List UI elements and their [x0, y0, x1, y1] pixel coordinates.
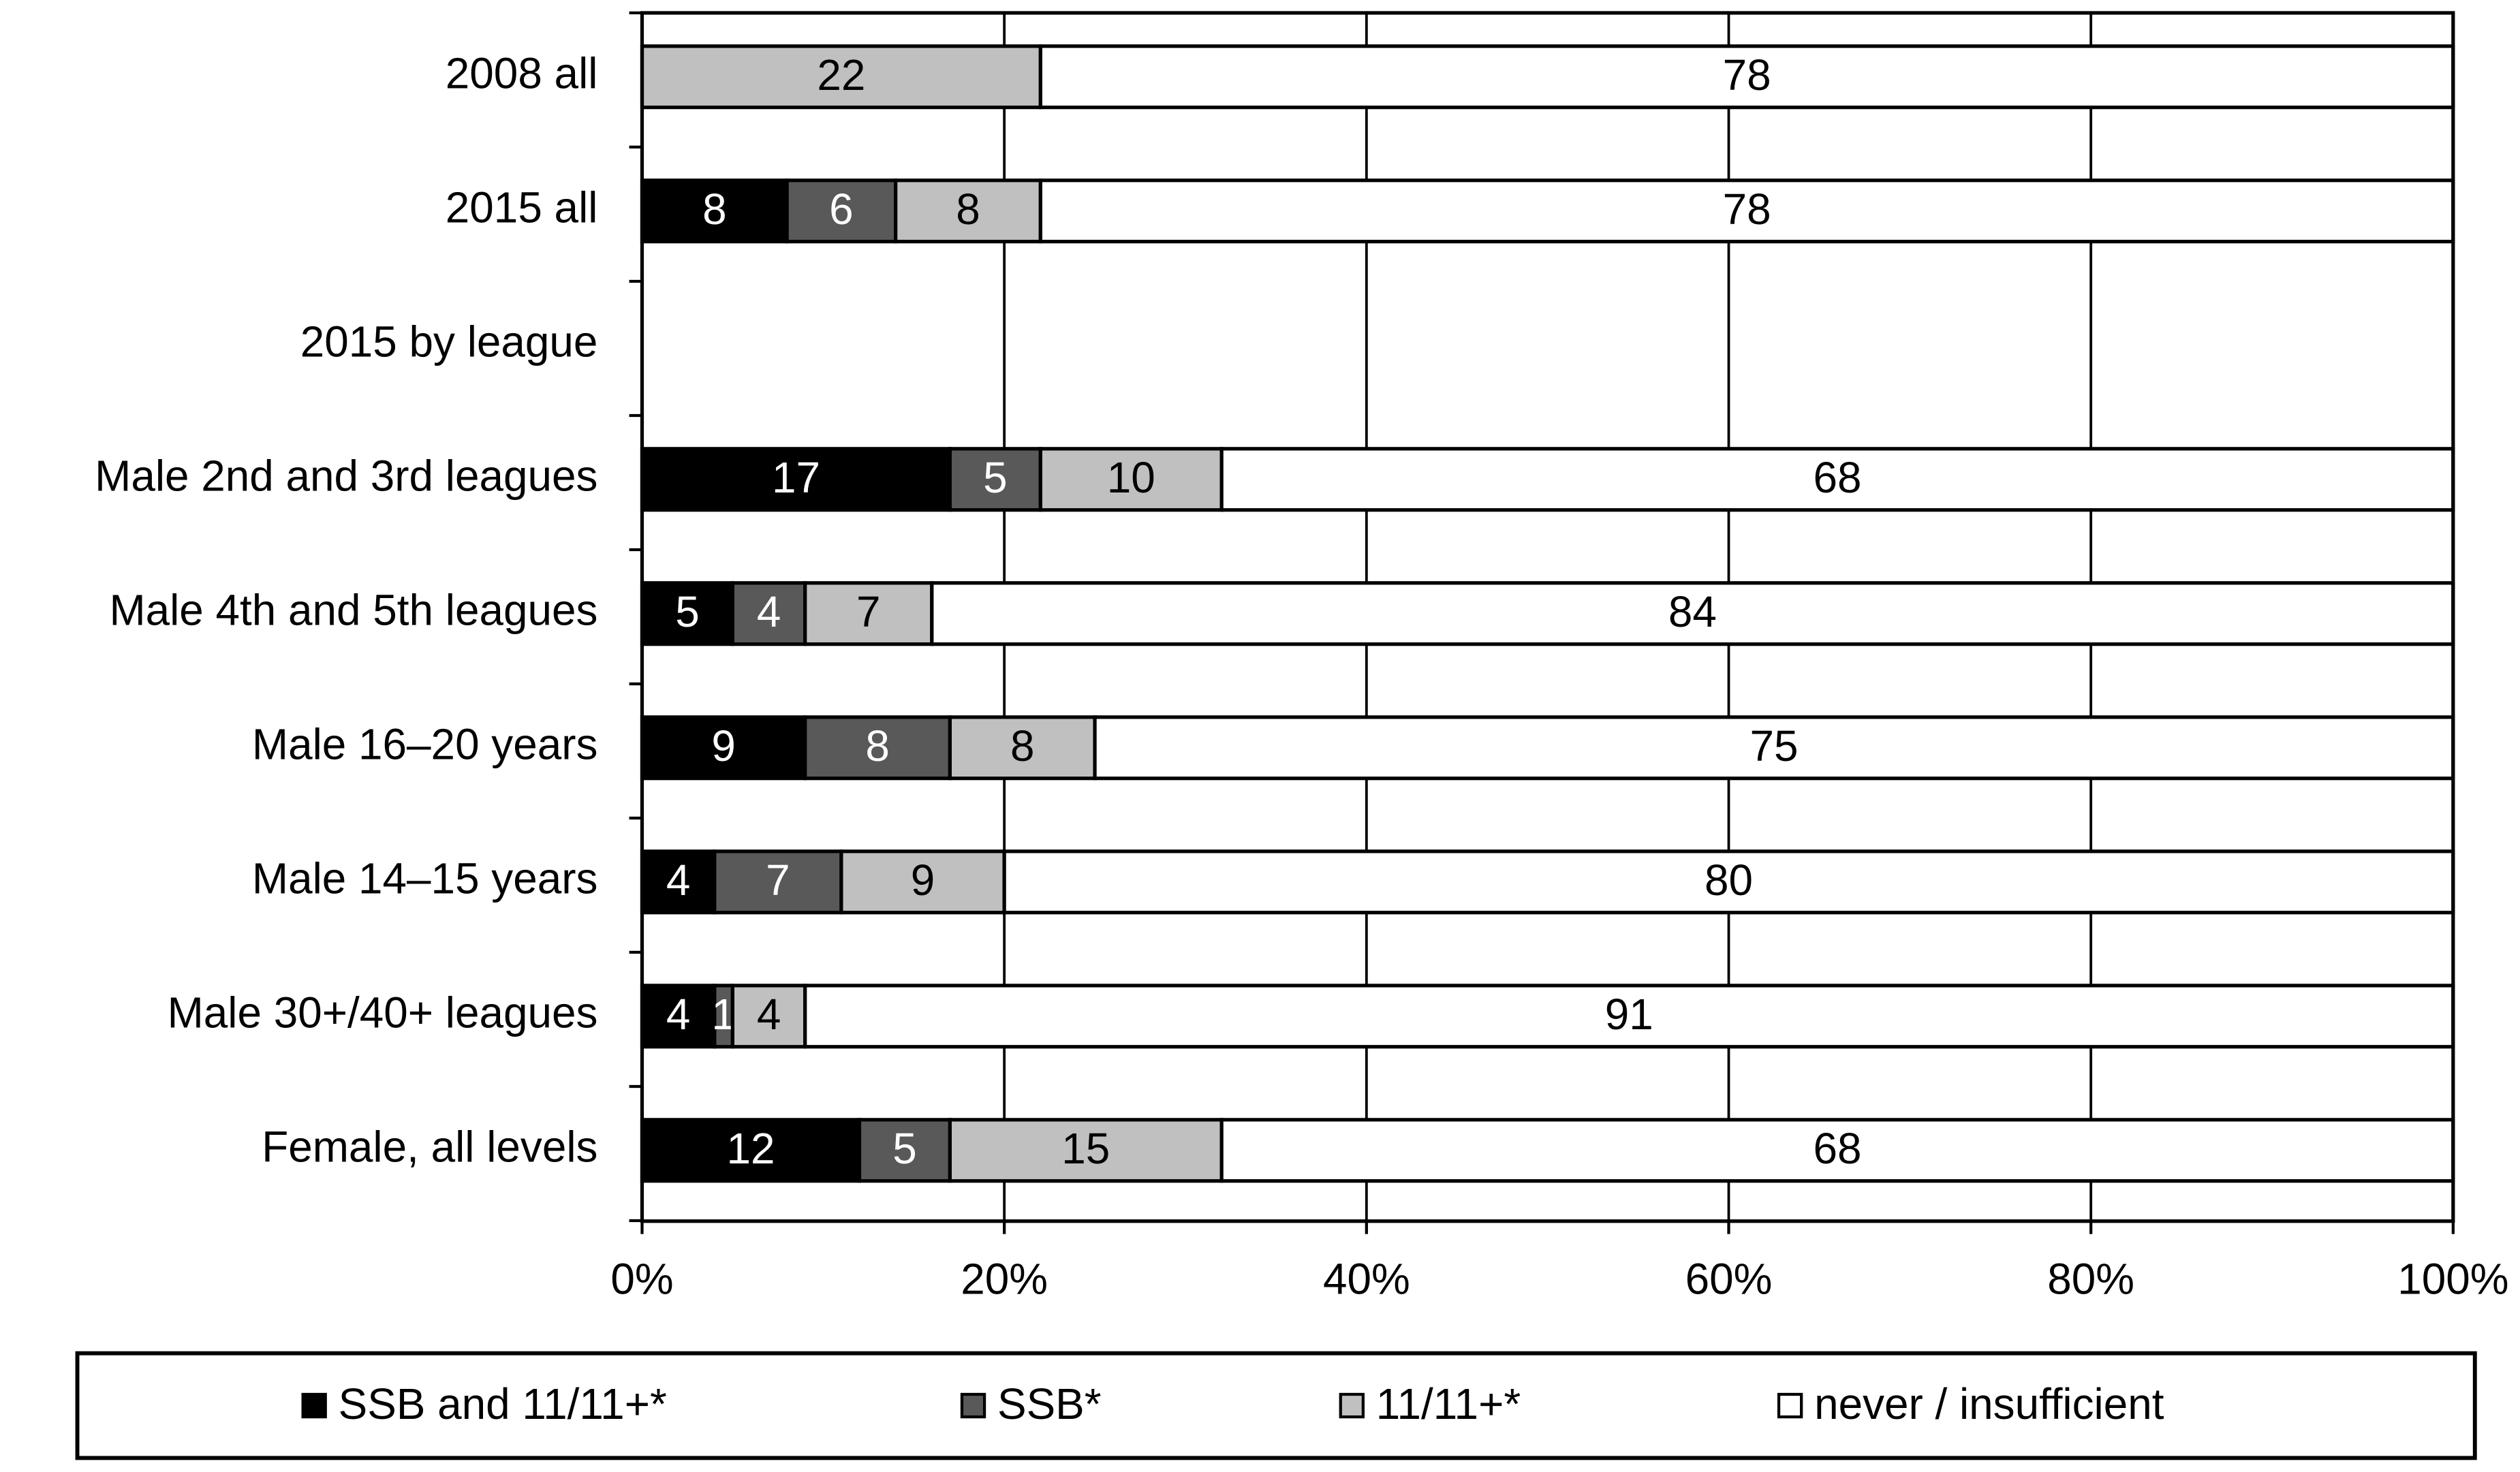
- axes: [629, 11, 2455, 1234]
- category-label: Male 14–15 years: [252, 854, 598, 903]
- data-label: 15: [1061, 1124, 1110, 1173]
- data-label: 91: [1605, 990, 1653, 1039]
- category-label: 2008 all: [446, 49, 598, 98]
- data-label: 8: [956, 185, 980, 234]
- data-label: 80: [1705, 856, 1753, 905]
- legend-label: SSB*: [997, 1379, 1102, 1428]
- data-label: 5: [892, 1124, 917, 1173]
- bar-segment: [640, 44, 1042, 110]
- x-tick-label: 60%: [1685, 1254, 1773, 1303]
- bar-segment: [730, 581, 807, 646]
- data-label: 17: [772, 453, 820, 502]
- data-label: 68: [1813, 453, 1861, 502]
- bar-segment: [730, 984, 807, 1049]
- bar-segment: [803, 581, 934, 646]
- bar-segment: [785, 178, 898, 244]
- x-tick-label: 0%: [610, 1254, 673, 1303]
- data-label: 22: [817, 50, 865, 99]
- legend-swatch: [301, 1392, 327, 1419]
- x-tick-labels: 0% 20% 40% 60% 80% 100%: [610, 1254, 2508, 1303]
- legend-box: [75, 1351, 2477, 1460]
- legend-swatch: [1777, 1392, 1803, 1419]
- data-label: 8: [865, 721, 890, 770]
- bar-segment: [803, 984, 2455, 1049]
- bar-segment: [1093, 715, 2455, 781]
- data-label: 4: [757, 587, 781, 636]
- data-label: 7: [856, 587, 881, 636]
- data-label: 4: [666, 990, 691, 1039]
- data-label: 10: [1107, 453, 1155, 502]
- bar-segment: [1038, 178, 2455, 244]
- category-label: Male 30+/40+ leagues: [168, 988, 598, 1037]
- bar-segment: [839, 849, 1006, 915]
- category-label: Male 16–20 years: [252, 720, 598, 769]
- bar-segment: [948, 1118, 1224, 1183]
- category-label: Male 2nd and 3rd leagues: [95, 452, 597, 501]
- legend-label: never / insufficient: [1814, 1379, 2164, 1428]
- data-label: 78: [1723, 50, 1771, 99]
- legend-swatch: [1339, 1392, 1365, 1419]
- data-label: 5: [983, 453, 1008, 502]
- x-tick-label: 80%: [2047, 1254, 2134, 1303]
- legend-swatch: [960, 1392, 986, 1419]
- x-tick-label: 40%: [1323, 1254, 1410, 1303]
- category-label: 2015 by league: [300, 317, 598, 366]
- data-label: 12: [726, 1124, 775, 1173]
- data-label: 9: [911, 856, 935, 905]
- bar-segment: [857, 1118, 952, 1183]
- data-label: 8: [1010, 721, 1035, 770]
- category-labels: 2008 all 2015 all 2015 by league Male 2nd a…: [95, 49, 597, 1172]
- bar-segment: [1219, 1118, 2455, 1183]
- data-label: 78: [1723, 185, 1771, 234]
- bar-segment: [1038, 44, 2455, 110]
- data-label: 68: [1813, 1124, 1861, 1173]
- data-label: 5: [675, 587, 700, 636]
- bar-segment: [1002, 849, 2455, 915]
- bar-segment: [930, 581, 2455, 646]
- plot-frame: [640, 11, 2455, 1223]
- data-label: 4: [666, 856, 691, 905]
- category-label: Female, all levels: [262, 1123, 597, 1172]
- data-label: 84: [1668, 587, 1717, 636]
- legend-label: 11/11+*: [1376, 1379, 1521, 1428]
- bar-segment: [640, 849, 717, 915]
- x-tick-label: 100%: [2397, 1254, 2508, 1303]
- bar-segment: [1219, 447, 2455, 512]
- legend: SSB and 11/11+* SSB* 11/11+* never / insuff…: [75, 1351, 2477, 1460]
- data-label: 8: [702, 185, 727, 234]
- data-label: 75: [1749, 721, 1798, 770]
- category-label: Male 4th and 5th leagues: [109, 586, 597, 635]
- data-label: 7: [766, 856, 790, 905]
- data-label: 9: [711, 721, 736, 770]
- data-label: 4: [757, 990, 781, 1039]
- x-tick-label: 20%: [961, 1254, 1048, 1303]
- bar-segment: [640, 178, 789, 244]
- category-label: 2015 all: [446, 183, 598, 232]
- legend-label: SSB and 11/11+*: [339, 1379, 667, 1428]
- data-label: 6: [829, 185, 854, 234]
